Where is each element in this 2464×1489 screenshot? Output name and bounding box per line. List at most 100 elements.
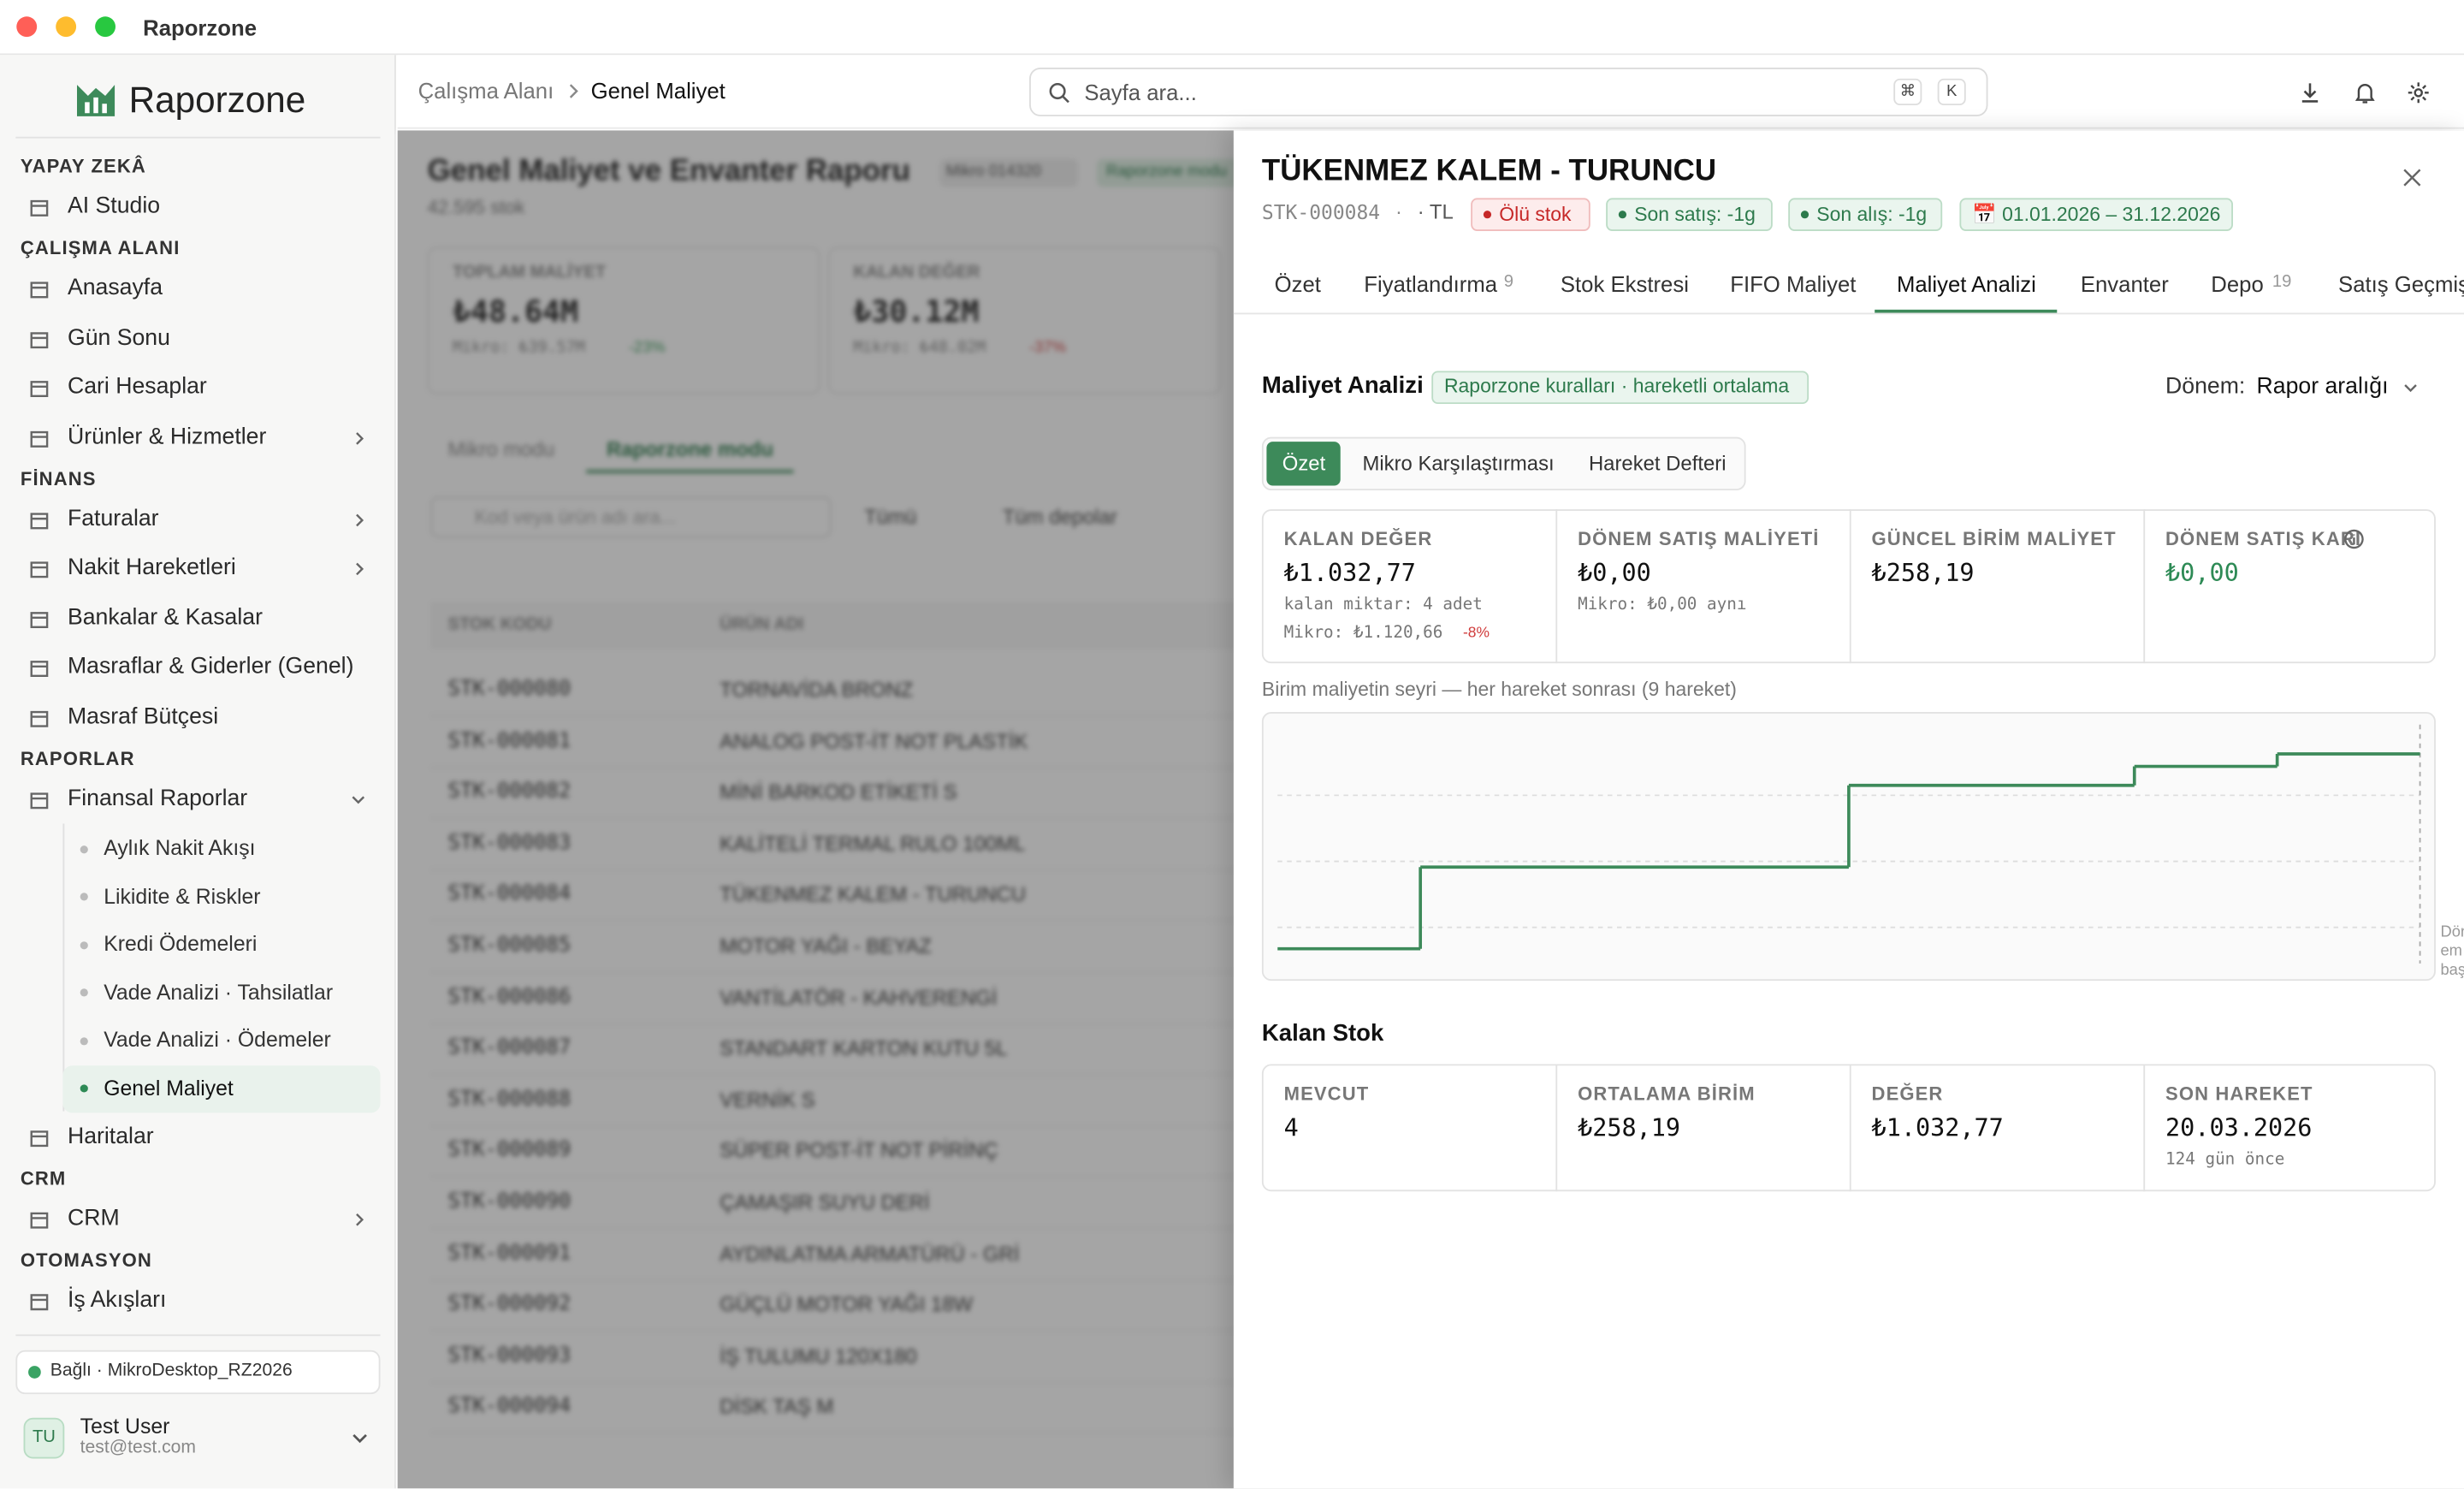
segmented-control bbox=[1261, 436, 1746, 491]
kpi-note: Mikro: ₺39.57M bbox=[452, 339, 585, 357]
traffic-lights[interactable] bbox=[0, 0, 141, 55]
download-button[interactable] bbox=[2297, 80, 2322, 105]
segment[interactable]: Hareket Defteri bbox=[1588, 451, 1727, 476]
connection-status[interactable] bbox=[15, 1350, 381, 1395]
nav-chevron[interactable] bbox=[349, 508, 371, 531]
connection-label: Bağlı · MikroDesktop_RZ2026 bbox=[50, 1361, 293, 1380]
nav-chevron[interactable] bbox=[347, 788, 370, 810]
card-value: 4 bbox=[1283, 1113, 1299, 1142]
nav-chevron[interactable] bbox=[349, 427, 371, 449]
nav-active-bg bbox=[62, 1065, 381, 1112]
nav-icon bbox=[30, 430, 49, 447]
report-subtitle: 42.595 stok bbox=[427, 196, 525, 218]
nav-item[interactable]: Cari Hesaplar bbox=[67, 374, 207, 400]
nav-chevron[interactable] bbox=[349, 1208, 371, 1231]
tab[interactable]: FIFO Maliyet bbox=[1730, 271, 1857, 297]
nav-icon bbox=[30, 1212, 49, 1229]
period-chevron[interactable] bbox=[2400, 377, 2422, 400]
row-divider bbox=[430, 715, 1248, 717]
status-badge-label: Ölü stok bbox=[1499, 203, 1572, 226]
tab[interactable]: Satış Geçmişi bbox=[2338, 271, 2464, 297]
icon-path bbox=[356, 513, 364, 526]
nav-item[interactable]: Ürünler & Hizmetler bbox=[67, 424, 267, 449]
nav-item[interactable]: Haritalar bbox=[67, 1124, 154, 1150]
cell: TORNAVİDA BRONZ bbox=[720, 678, 914, 702]
info-icon[interactable] bbox=[2343, 528, 2366, 550]
nav-item[interactable]: AI Studio bbox=[67, 193, 161, 219]
chart-annotation: Dönem başı bbox=[2440, 924, 2464, 980]
breadcrumb-item[interactable]: Çalışma Alanı bbox=[418, 78, 554, 104]
search-icon bbox=[1049, 82, 1069, 104]
row-divider bbox=[430, 920, 1248, 922]
kpi-value: ₺30.12M bbox=[853, 294, 980, 329]
nav-item[interactable]: Masraflar & Giderler (Genel) bbox=[67, 654, 354, 680]
nav-bullet bbox=[80, 940, 88, 949]
nav-item[interactable]: Masraf Bütçesi bbox=[67, 703, 219, 729]
nav-chevron[interactable] bbox=[349, 558, 371, 580]
kpi-label: KALAN DEĞER bbox=[853, 263, 980, 282]
nav-icon bbox=[30, 512, 49, 529]
settings-button[interactable] bbox=[2406, 80, 2431, 105]
icon-path bbox=[30, 381, 49, 398]
card-value: 20.03.2026 bbox=[2165, 1113, 2313, 1142]
search-box[interactable] bbox=[1029, 67, 1988, 116]
close-button[interactable] bbox=[2402, 167, 2424, 189]
nav-item[interactable]: Finansal Raporlar bbox=[67, 786, 248, 811]
kpi-card bbox=[427, 246, 820, 395]
nav-subitem[interactable]: Vade Analizi · Tahsilatlar bbox=[104, 980, 334, 1004]
nav-item[interactable]: CRM bbox=[67, 1206, 120, 1231]
nav-item[interactable]: Nakit Hareketleri bbox=[67, 555, 236, 581]
avatar-initials: TU bbox=[32, 1427, 56, 1447]
cell: STK-000083 bbox=[447, 831, 572, 856]
nav-item[interactable]: İş Akışları bbox=[67, 1287, 167, 1314]
cell: İŞ TULUMU 120X180 bbox=[720, 1344, 917, 1367]
row-divider bbox=[430, 869, 1248, 871]
nav-subitem[interactable]: Genel Maliyet bbox=[104, 1076, 234, 1100]
title-bar bbox=[0, 0, 2464, 56]
nav-item[interactable]: Bankalar & Kasalar bbox=[67, 604, 263, 631]
cell: VERNİK S bbox=[720, 1088, 815, 1112]
nav-icon bbox=[30, 611, 49, 628]
cell: STK-000089 bbox=[447, 1138, 572, 1163]
tab-underline bbox=[586, 470, 794, 473]
tab[interactable]: Depo bbox=[2211, 271, 2264, 297]
nav-item[interactable]: Gün Sonu bbox=[67, 324, 170, 351]
tab-active: Raporzone modu bbox=[606, 436, 773, 461]
nav-subitem[interactable]: Vade Analizi · Ödemeler bbox=[104, 1028, 331, 1052]
row-divider bbox=[430, 1278, 1248, 1281]
segment[interactable]: Özet bbox=[1282, 451, 1326, 476]
status-badge bbox=[1788, 198, 1943, 232]
nav-subitem[interactable]: Likidite & Riskler bbox=[104, 883, 261, 908]
nav-subitem[interactable]: Aylık Nakit Akışı bbox=[104, 835, 256, 860]
cell: MİNİ BARKOD ETİKETİ S bbox=[720, 780, 957, 804]
nav-bullet bbox=[80, 845, 88, 853]
tab[interactable]: Stok Ekstresi bbox=[1560, 271, 1689, 297]
nav-bullet bbox=[80, 1036, 88, 1045]
period-select[interactable]: Rapor aralığı bbox=[2256, 374, 2389, 400]
segment-active-bg bbox=[1266, 442, 1341, 486]
tab[interactable]: Özet bbox=[1274, 271, 1321, 297]
user-menu-chevron[interactable] bbox=[351, 1429, 370, 1448]
avatar[interactable] bbox=[23, 1417, 65, 1459]
kbd-label: ⌘ bbox=[1899, 83, 1916, 101]
icon-path bbox=[2403, 169, 2421, 187]
nav-item[interactable]: Anasayfa bbox=[67, 275, 163, 301]
tab[interactable]: Envanter bbox=[2080, 271, 2169, 297]
card-divider bbox=[1849, 509, 1851, 664]
nav-item[interactable]: Faturalar bbox=[67, 506, 159, 531]
card-delta: -8% bbox=[1463, 624, 1490, 642]
nav-bullet bbox=[80, 893, 88, 901]
nav-subitem[interactable]: Kredi Ödemeleri bbox=[104, 932, 258, 956]
card-label: SON HAREKET bbox=[2165, 1083, 2313, 1105]
tab[interactable]: Fiyatlandırma bbox=[1364, 271, 1498, 297]
search-placeholder: Kod veya ürün adı ara... bbox=[474, 506, 676, 528]
cell: AYDINLATMA ARMATÜRÜ - GRİ bbox=[720, 1241, 1020, 1266]
icon-path bbox=[30, 1212, 49, 1229]
row-divider bbox=[430, 971, 1248, 973]
icon-path bbox=[30, 792, 49, 809]
notifications-button[interactable] bbox=[2353, 80, 2378, 105]
segment[interactable]: Mikro Karşılaştırması bbox=[1362, 451, 1555, 476]
icon-path bbox=[352, 795, 365, 804]
tab-active[interactable]: Maliyet Analizi bbox=[1896, 271, 2036, 297]
status-badge-label: 📅 01.01.2026 – 31.12.2026 bbox=[1972, 203, 2221, 226]
